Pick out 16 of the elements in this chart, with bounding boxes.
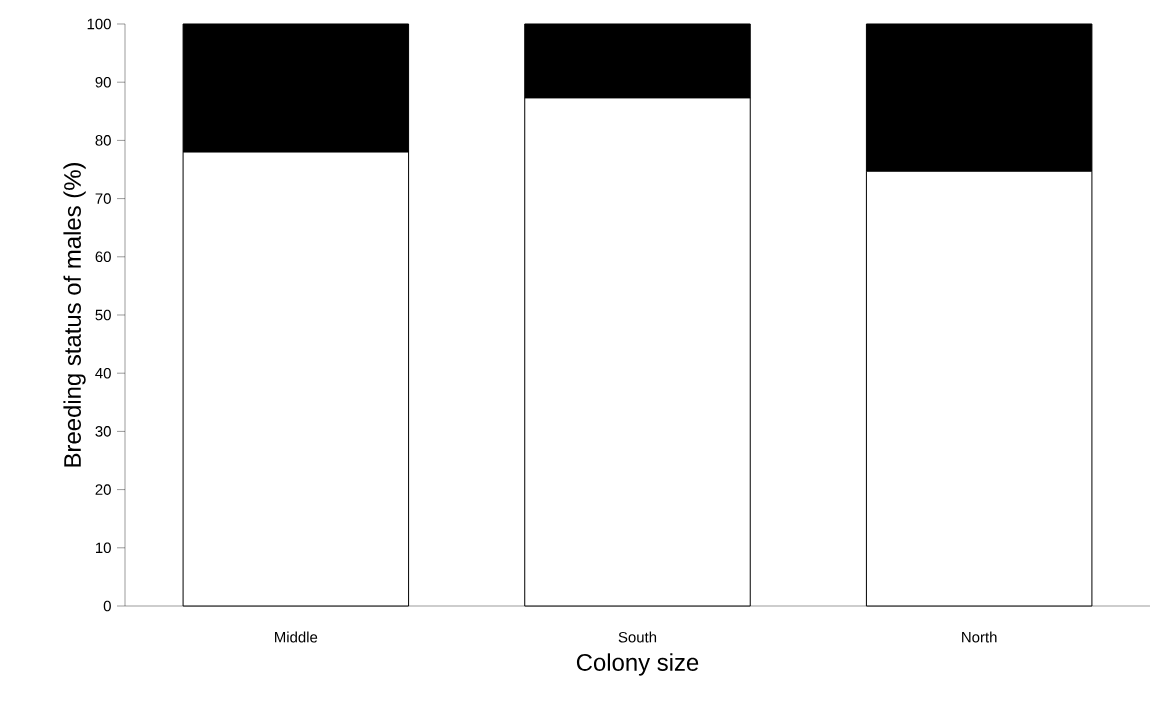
y-tick-label: 60	[95, 251, 111, 263]
x-axis-title: Colony size	[576, 653, 699, 676]
y-tick-label: 50	[95, 309, 111, 321]
y-tick-label: 90	[95, 76, 111, 88]
y-tick-label: 0	[103, 600, 111, 612]
y-axis-title: Breeding status of males (%)	[63, 163, 86, 467]
y-tick-label: 70	[95, 193, 111, 204]
y-tick-label: 80	[95, 135, 111, 146]
x-tick-label: Middle	[275, 631, 318, 643]
y-tick-label: 100	[87, 18, 111, 30]
y-tick-label: 20	[95, 484, 111, 495]
x-tick-label: South	[618, 631, 657, 643]
y-tick-label: 10	[96, 542, 111, 554]
x-tick-label: North	[962, 631, 997, 643]
y-tick-label: 40	[95, 367, 111, 379]
y-tick-label: 30	[95, 426, 111, 437]
